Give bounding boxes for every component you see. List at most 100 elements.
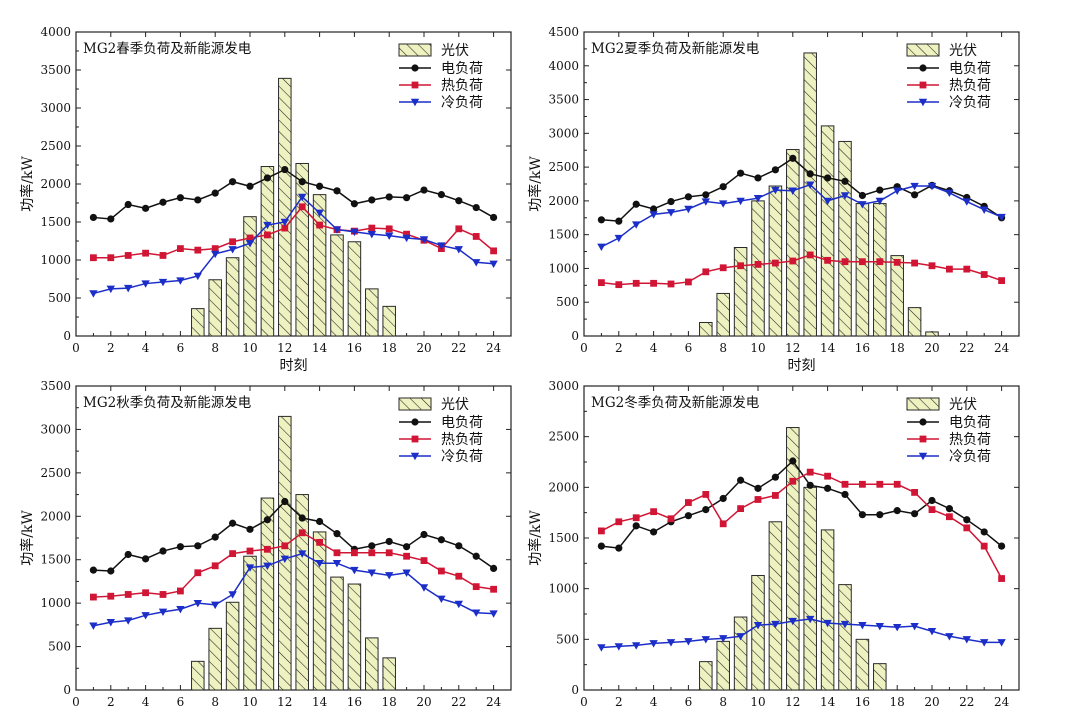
x-tick-label: 4: [650, 695, 658, 709]
series-point: [228, 246, 237, 254]
series-point: [263, 516, 271, 524]
series-point: [771, 186, 780, 195]
series-point: [107, 592, 115, 600]
pv-bar: [347, 583, 362, 691]
y-axis-label: 功率/kW: [19, 156, 36, 212]
pv-bar: [243, 216, 257, 337]
series-point: [875, 622, 884, 631]
series-point: [980, 639, 989, 647]
series-point: [911, 489, 918, 496]
x-tick-label: 12: [277, 341, 292, 355]
legend-label: 光伏: [949, 43, 977, 59]
series-point: [615, 217, 623, 225]
pv-bar: [838, 584, 852, 691]
x-tick-label: 22: [959, 695, 974, 709]
legend-pv-swatch: [398, 43, 432, 57]
series-point: [229, 519, 237, 527]
x-tick-label: 18: [890, 695, 905, 709]
series-point: [893, 480, 901, 488]
series-point: [89, 622, 98, 630]
series-point: [211, 533, 219, 541]
series-point: [684, 205, 693, 214]
series-point: [107, 215, 115, 223]
legend-label: 热负荷: [949, 432, 991, 448]
series-point: [159, 547, 167, 555]
x-tick-label: 2: [615, 695, 623, 709]
series-point: [840, 192, 850, 200]
series-point: [928, 506, 936, 514]
series-point: [685, 278, 692, 286]
series-point: [438, 567, 445, 575]
series-point: [963, 524, 971, 532]
series-point: [754, 260, 762, 268]
y-tick-label: 1000: [548, 582, 579, 596]
series-point: [667, 197, 675, 206]
x-tick-label: 6: [685, 695, 693, 709]
series-point: [650, 205, 658, 213]
series-point: [280, 555, 289, 564]
series-point: [806, 468, 814, 476]
y-tick-label: 2000: [548, 480, 579, 494]
series-point: [194, 542, 202, 550]
series-point: [910, 622, 919, 631]
series-point: [298, 193, 307, 202]
series-point: [368, 542, 376, 550]
series-point: [455, 572, 463, 580]
series-line: [93, 168, 494, 220]
pv-bar: [330, 576, 344, 691]
series-point: [649, 640, 658, 648]
series-point: [246, 525, 254, 533]
x-tick-label: 14: [312, 695, 328, 709]
pv-bars: [699, 52, 939, 337]
series-point: [893, 258, 901, 266]
series-point: [824, 256, 831, 264]
series-point: [403, 194, 411, 202]
series-point: [876, 511, 884, 519]
series-point: [736, 197, 745, 206]
series-point: [667, 280, 675, 288]
series-point: [90, 254, 97, 262]
x-tick-label: 20: [416, 341, 431, 355]
series-point: [858, 621, 867, 630]
series-point: [893, 507, 901, 515]
series-point: [754, 496, 762, 503]
legend-marker: [411, 418, 419, 426]
series-cooling-load: [597, 615, 1006, 652]
series-point: [490, 247, 497, 255]
series-point: [615, 281, 623, 289]
series-electric-load: [89, 497, 498, 575]
series-point: [368, 196, 376, 204]
series-point: [632, 514, 640, 522]
series-point: [980, 271, 988, 278]
y-tick-label: 2500: [40, 466, 71, 480]
x-tick-label: 20: [924, 695, 939, 709]
legend-pv-swatch: [906, 43, 940, 57]
y-tick-label: 1500: [40, 553, 71, 567]
series-point: [158, 278, 168, 287]
series-point: [350, 566, 359, 575]
pv-bar: [768, 521, 783, 691]
series-point: [719, 520, 727, 528]
pv-bar: [873, 663, 887, 691]
series-point: [263, 174, 271, 182]
series-point: [841, 490, 849, 499]
x-tick-label: 2: [107, 341, 115, 355]
series-point: [281, 224, 289, 232]
series-line: [601, 254, 1002, 286]
series-point: [228, 591, 237, 599]
pv-bar: [855, 638, 870, 691]
series-point: [281, 165, 289, 174]
x-tick-label: 24: [994, 695, 1010, 709]
series-point: [142, 204, 150, 212]
series-point: [824, 472, 831, 480]
y-tick-label: 500: [556, 295, 579, 309]
series-point: [193, 599, 202, 608]
series-point: [597, 542, 606, 550]
series-point: [333, 187, 341, 195]
series-point: [598, 279, 605, 287]
series-point: [333, 530, 341, 538]
x-tick-label: 18: [382, 695, 397, 709]
series-point: [315, 209, 324, 218]
series-point: [789, 154, 797, 162]
x-tick-label: 4: [142, 695, 150, 709]
